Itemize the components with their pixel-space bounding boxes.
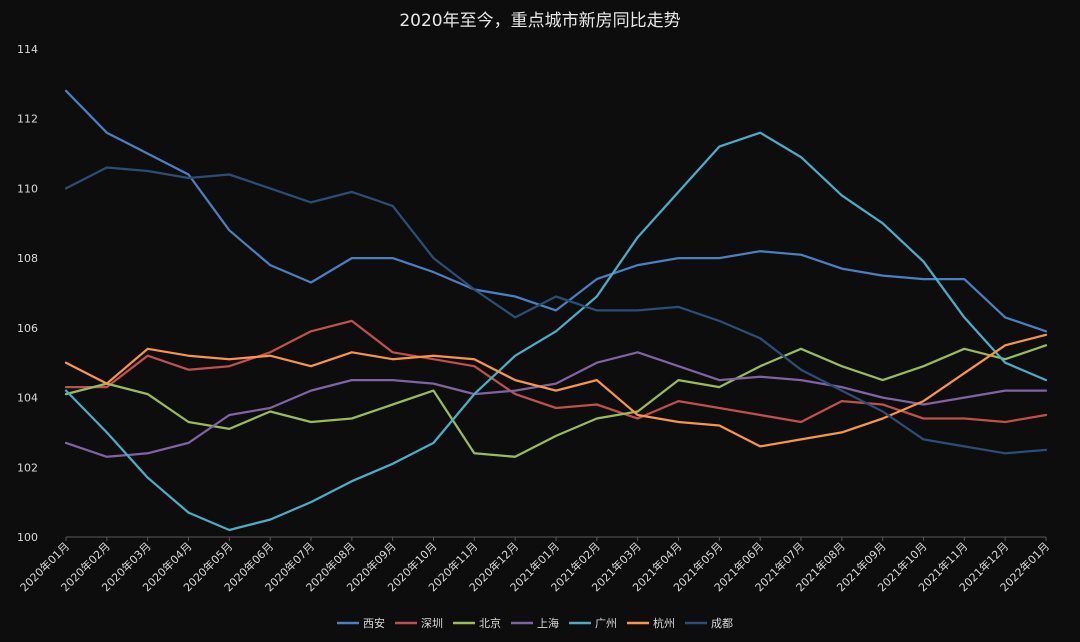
y-tick-label: 114 (17, 43, 38, 56)
series-line-上海 (64, 351, 1048, 458)
series-line-成都 (64, 166, 1048, 455)
legend-item: 深圳 (395, 617, 443, 630)
legend-label: 上海 (537, 616, 559, 630)
legend: 西安 深圳 北京 上海 广州 杭州 成都 (337, 616, 733, 630)
y-tick-label: 108 (17, 252, 38, 265)
y-axis: 100 102 104 106 108 110 112 114 (17, 43, 38, 544)
legend-item: 西安 (337, 616, 385, 630)
legend-item: 广州 (569, 617, 617, 630)
y-tick-label: 100 (17, 531, 38, 544)
series-line-广州 (64, 131, 1048, 532)
series-line-深圳 (64, 319, 1048, 424)
series-line-杭州 (64, 333, 1048, 448)
legend-label: 深圳 (421, 617, 443, 630)
y-tick-label: 106 (17, 322, 38, 335)
legend-label: 西安 (363, 616, 385, 630)
series-layer (64, 89, 1048, 532)
y-tick-label: 112 (17, 113, 38, 126)
chart-title: 2020年至今，重点城市新房同比走势 (399, 11, 680, 31)
legend-label: 杭州 (653, 616, 675, 630)
y-tick-label: 102 (17, 461, 38, 474)
legend-label: 北京 (479, 616, 501, 630)
legend-item: 上海 (511, 616, 559, 630)
legend-item: 成都 (685, 617, 733, 630)
y-tick-label: 110 (17, 182, 38, 195)
y-tick-label: 104 (17, 392, 38, 405)
legend-item: 北京 (453, 616, 501, 630)
legend-label: 广州 (595, 617, 617, 630)
series-line-北京 (64, 344, 1048, 458)
legend-label: 成都 (711, 617, 733, 630)
series-line-西安 (64, 89, 1048, 333)
legend-item: 杭州 (627, 616, 675, 630)
